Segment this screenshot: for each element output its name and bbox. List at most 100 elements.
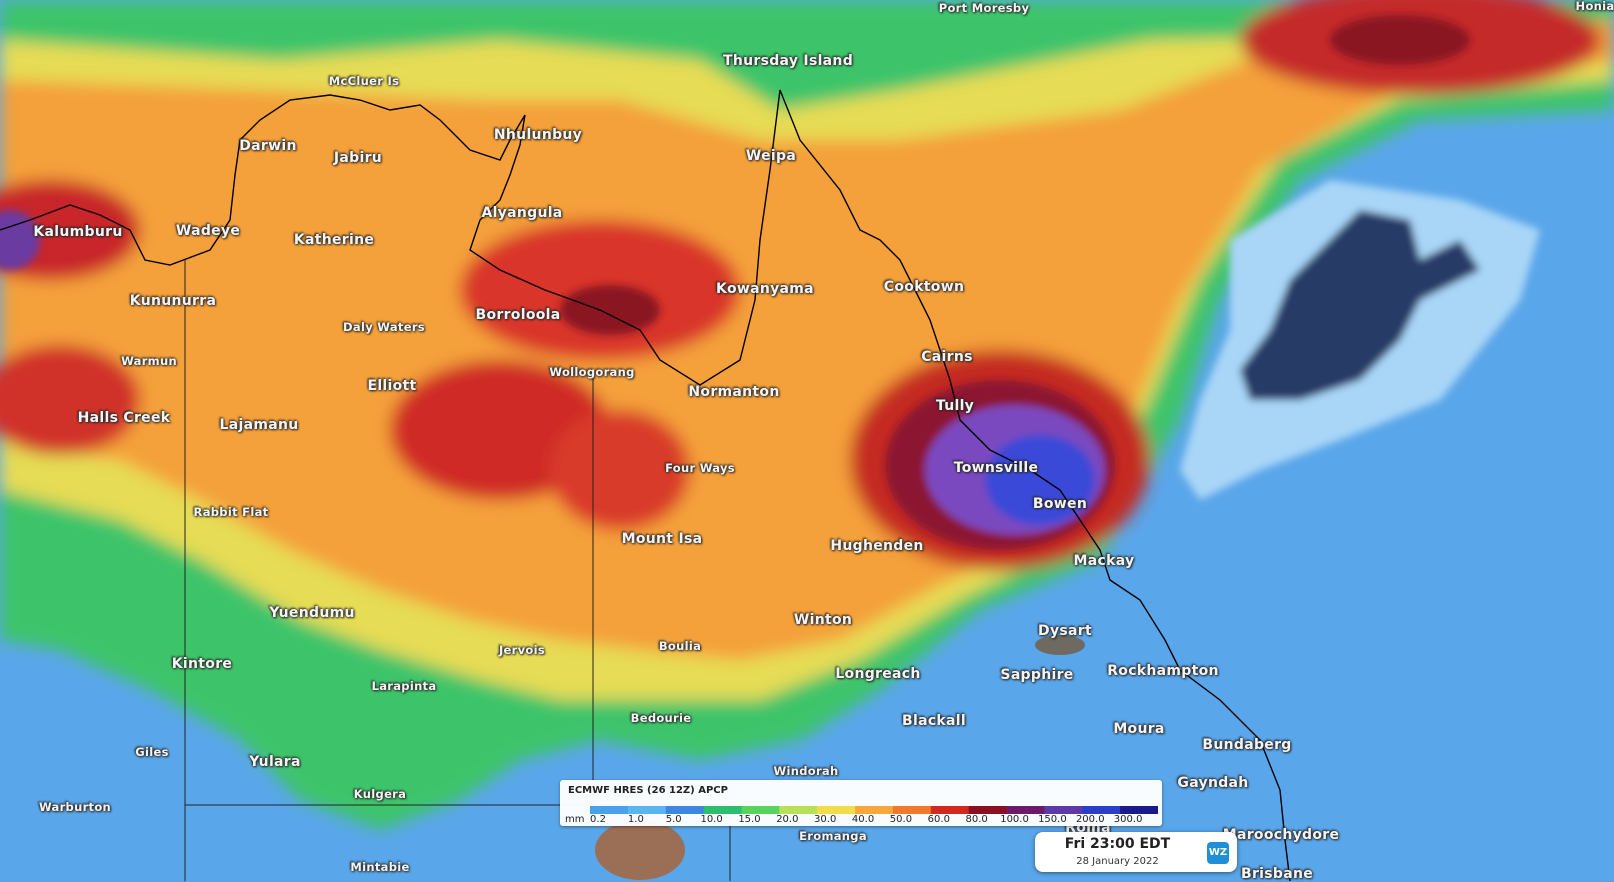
- valid-time: Fri 23:00 EDT: [1064, 836, 1171, 852]
- place-label-dysart: Dysart: [1038, 623, 1092, 639]
- legend-tick-label: 1.0: [627, 814, 644, 825]
- place-label-elliott: Elliott: [367, 378, 417, 394]
- place-label-nhulunbuy: Nhulunbuy: [493, 127, 583, 143]
- place-label-bedourie: Bedourie: [630, 711, 692, 725]
- legend-tick-label: 150.0: [1038, 814, 1067, 825]
- rain-core-gulf-maroon: [560, 285, 660, 335]
- place-label-kununurra: Kununurra: [129, 293, 217, 309]
- place-label-moura: Moura: [1113, 721, 1165, 737]
- place-label-kowanyama: Kowanyama: [716, 281, 814, 297]
- rain-band-orange: [0, 20, 1614, 660]
- place-label-bowen: Bowen: [1032, 496, 1088, 512]
- place-label-maroochydore: Maroochydore: [1222, 827, 1340, 843]
- place-label-weipa: Weipa: [745, 148, 797, 164]
- legend-swatch: [627, 806, 667, 814]
- place-label-winton: Winton: [793, 612, 853, 628]
- legend-tick-label: 5.0: [665, 814, 682, 825]
- rainfall-legend: ECMWF HRES (26 12Z) APCP mm 0.2 1.0 5.0 10.…: [560, 780, 1162, 826]
- place-label-tully: Tully: [935, 398, 975, 414]
- coastline: [0, 89, 1291, 881]
- place-label-alyangula: Alyangula: [481, 205, 563, 221]
- place-label-townsville: Townsville: [953, 460, 1039, 476]
- coral-sea-dry-area: [1180, 180, 1540, 500]
- place-label-blackall: Blackall: [902, 713, 966, 729]
- place-label-jabiru: Jabiru: [333, 150, 383, 166]
- legend-tick-label: 20.0: [776, 814, 799, 825]
- legend-swatch: [892, 806, 932, 814]
- legend-swatch: [1120, 806, 1158, 814]
- legend-model-label: ECMWF HRES (26 12Z) APCP: [568, 785, 728, 796]
- place-label-gayndah: Gayndah: [1177, 775, 1249, 791]
- land-patch-lake-eyre: [595, 820, 685, 880]
- place-label-katherine: Katherine: [293, 232, 375, 248]
- legend-swatch: [779, 806, 818, 814]
- legend-tick-label: 0.2: [590, 814, 606, 825]
- place-label-kulgera: Kulgera: [353, 787, 407, 801]
- place-label-rabbit-flat: Rabbit Flat: [193, 505, 269, 519]
- legend-tick-label: 40.0: [851, 814, 875, 825]
- legend-tick-label: 100.0: [1000, 814, 1029, 825]
- legend-tick-label: 30.0: [814, 814, 837, 825]
- place-label-lajamanu: Lajamanu: [219, 417, 299, 433]
- place-label-normanton: Normanton: [688, 384, 780, 400]
- place-label-four-ways: Four Ways: [665, 461, 735, 475]
- place-label-warburton: Warburton: [38, 800, 112, 814]
- legend-tick-label: 80.0: [965, 814, 988, 825]
- dry-area-dark: [1240, 210, 1480, 400]
- land-patch-dysart: [1035, 635, 1085, 655]
- place-label-hughenden: Hughenden: [830, 538, 924, 554]
- legend-swatch: [1006, 806, 1045, 814]
- legend-swatch: [741, 806, 780, 814]
- place-label-jervois: Jervois: [498, 643, 546, 657]
- rain-core-png-maroon: [1330, 15, 1470, 65]
- legend-tick-label: 10.0: [700, 814, 723, 825]
- rainfall-field: [0, 0, 1614, 830]
- place-label-thursday-island: Thursday Island: [722, 53, 854, 69]
- place-label-bundaberg: Bundaberg: [1202, 737, 1292, 753]
- place-label-yulara: Yulara: [249, 754, 301, 770]
- legend-swatch: [590, 806, 629, 814]
- place-label-rockhampton: Rockhampton: [1107, 663, 1219, 679]
- place-label-borroloola: Borroloola: [475, 307, 561, 323]
- legend-tick-label: 50.0: [889, 814, 913, 825]
- legend-swatch: [665, 806, 705, 814]
- place-label-sapphire: Sapphire: [1000, 667, 1074, 683]
- legend-swatch: [817, 806, 856, 814]
- place-label-cooktown: Cooktown: [883, 279, 965, 295]
- legend-units: mm: [565, 814, 585, 825]
- place-label-darwin: Darwin: [239, 138, 297, 154]
- place-label-port-moresby: Port Moresby: [938, 1, 1030, 15]
- legend-color-bar: [590, 806, 1158, 814]
- legend-tick-label: 15.0: [738, 814, 761, 825]
- place-label-larapinta: Larapinta: [371, 679, 437, 693]
- rain-patch-mount-isa: [550, 410, 690, 530]
- place-label-cairns: Cairns: [921, 349, 973, 365]
- place-label-kintore: Kintore: [171, 656, 233, 672]
- place-label-halls-creek: Halls Creek: [77, 410, 171, 426]
- legend-tick-label: 300.0: [1113, 814, 1143, 825]
- rain-core-kalumburu-purple: [0, 210, 40, 270]
- place-label-eromanga: Eromanga: [799, 829, 867, 843]
- place-label-kalumburu: Kalumburu: [33, 224, 123, 240]
- place-label-windorah: Windorah: [773, 764, 839, 778]
- legend-swatch: [703, 806, 742, 814]
- valid-time-box[interactable]: Fri 23:00 EDT 28 January 2022 WZ: [1035, 832, 1237, 872]
- place-label-honiara: Honia: [1575, 0, 1614, 13]
- legend-swatch: [1044, 806, 1083, 814]
- place-label-mackay: Mackay: [1073, 553, 1135, 569]
- place-label-warmun: Warmun: [121, 354, 177, 368]
- weatherzone-logo[interactable]: WZ: [1207, 842, 1229, 864]
- place-label-daly-waters: Daly Waters: [343, 320, 425, 334]
- place-label-wadeye: Wadeye: [175, 223, 241, 239]
- legend-tick-label: 60.0: [927, 814, 950, 825]
- legend-swatch: [1082, 806, 1121, 814]
- place-label-boulia: Boulia: [658, 639, 702, 653]
- place-label-wollogorang: Wollogorang: [549, 365, 635, 379]
- rainfall-core: [0, 15, 1470, 550]
- valid-date: 28 January 2022: [1076, 856, 1159, 867]
- place-label-longreach: Longreach: [835, 666, 921, 682]
- rain-patch-halls-creek: [0, 345, 140, 455]
- place-label-brisbane: Brisbane: [1240, 866, 1314, 882]
- legend-swatch: [930, 806, 970, 814]
